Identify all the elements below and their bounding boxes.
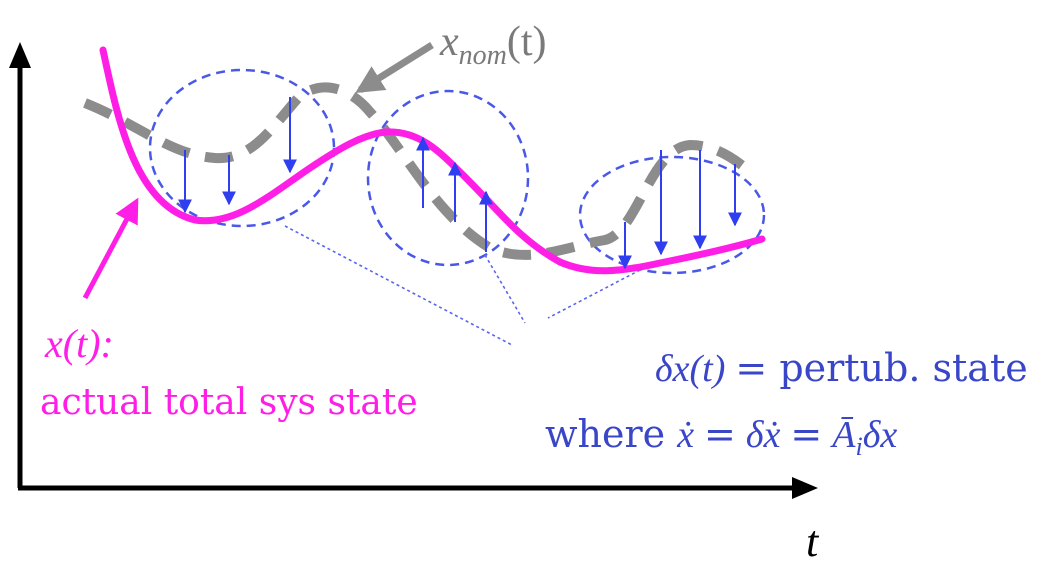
x-axis-arrowhead-icon [792, 477, 818, 499]
actual-pointer [82, 197, 139, 300]
perturbation-region-3 [578, 155, 766, 275]
actual-description: actual total sys state [40, 382, 418, 423]
perturbation-region-1 [148, 68, 336, 228]
actual-expression: x(t): [44, 321, 114, 366]
connector-line-3 [547, 269, 641, 319]
nominal-label: xnom(t) [439, 19, 547, 71]
perturbation-dynamics: where ẋ = δẋ = Āiδx [545, 412, 897, 461]
perturbation-region-2 [366, 89, 530, 267]
perturbation-definition: δx(t) = pertub. state [655, 346, 1028, 390]
connector-lines [284, 225, 641, 346]
nominal-pointer [355, 42, 434, 93]
perturbation-arrows [178, 97, 742, 270]
time-axis-label: t [806, 517, 820, 566]
connector-line-1 [284, 225, 513, 346]
perturbation-regions [148, 68, 766, 275]
axes [9, 42, 818, 499]
y-axis-arrowhead-icon [9, 42, 31, 68]
connector-line-2 [484, 254, 526, 324]
